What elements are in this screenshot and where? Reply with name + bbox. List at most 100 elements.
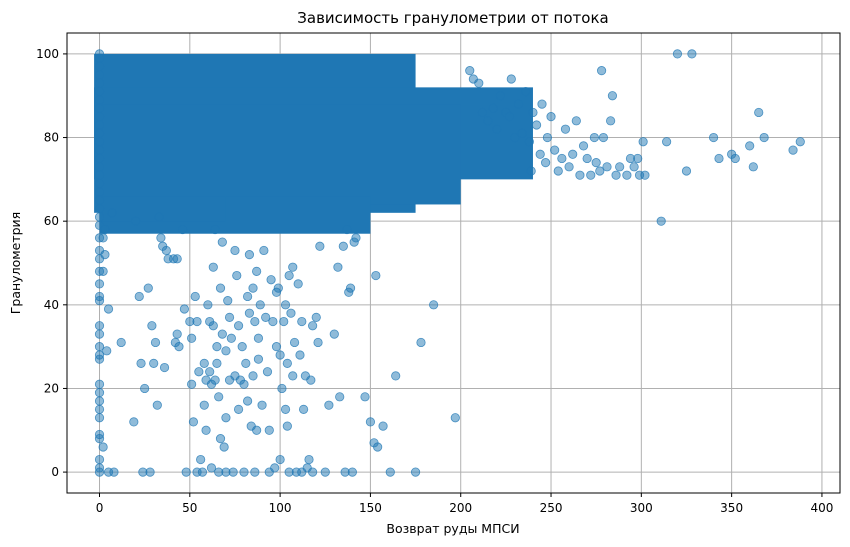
x-axis-label: Возврат руды МПСИ [386,521,519,536]
data-points [94,49,805,477]
data-point [94,103,105,113]
data-point [311,312,321,322]
data-point [217,329,227,339]
data-point [237,342,247,352]
data-point [205,367,215,377]
data-point [277,383,287,394]
data-point [94,95,105,105]
data-point [174,342,184,352]
data-point [252,266,262,276]
data-point [149,358,159,368]
data-point [232,270,242,281]
data-point [306,375,316,385]
data-point [273,283,283,293]
data-point [233,404,244,414]
data-point [550,145,560,155]
data-point [212,342,222,352]
x-tick-label: 250 [540,501,563,515]
data-point [194,367,204,377]
data-point [293,279,303,289]
data-point [147,321,157,331]
data-point [255,300,265,310]
data-point [521,86,531,97]
data-point [172,254,182,264]
data-point [154,212,164,222]
data-point [708,132,719,143]
data-point [672,49,683,59]
data-point [224,312,235,322]
data-point [102,346,112,356]
data-point [517,128,527,138]
data-point [622,170,632,180]
data-point [537,99,547,109]
data-point [131,216,141,226]
data-point [94,187,105,197]
data-point [208,262,218,272]
data-point [134,291,144,302]
chart-title: Зависимость гранулометрии от потока [297,9,608,27]
data-point [250,467,260,477]
data-point [94,112,105,122]
data-point [528,107,538,118]
data-point [535,149,545,159]
data-point [607,91,618,101]
data-point [156,233,166,243]
data-point [94,454,105,465]
data-point [385,467,395,477]
data-point [239,467,249,477]
data-point [221,413,231,423]
data-point [510,132,520,143]
data-point [94,162,105,172]
data-point [210,375,220,385]
data-point [492,124,502,134]
x-tick-label: 300 [630,501,653,515]
data-point [179,304,189,314]
data-point [687,49,697,59]
data-point [140,383,150,394]
data-point [338,241,348,251]
data-point [248,283,258,293]
data-point [342,224,352,235]
y-axis-label: Гранулометрия [8,212,23,314]
data-point [745,141,755,151]
data-point [98,442,108,452]
data-point [94,170,105,180]
data-point [266,275,276,285]
data-point [602,162,612,172]
data-point [94,128,105,138]
data-point [553,166,563,176]
data-point [488,103,498,113]
data-point [315,241,325,251]
data-point [187,333,197,343]
data-point [483,116,493,126]
data-point [371,270,381,281]
data-point [250,316,260,327]
data-point [94,86,105,97]
data-point [270,463,280,473]
data-point [190,291,200,302]
data-point [212,358,222,368]
data-point [143,283,153,293]
data-point [94,178,105,189]
data-point [541,158,551,168]
axis-ticks: 0 50 100 150 200 250 300 350 400 0 20 40 60 80 100 [36,47,833,515]
data-point [94,354,105,364]
data-point [280,300,291,310]
data-point [575,170,585,180]
data-point [271,342,282,352]
data-point [595,166,605,176]
data-point [284,270,294,281]
plot-frame [66,32,841,494]
data-point [94,145,105,155]
data-point [557,153,567,164]
data-point [308,321,318,331]
data-point [94,195,105,205]
data-point [248,371,258,381]
data-point [298,404,309,414]
data-point [223,296,233,306]
data-point [94,70,105,80]
data-point [94,467,105,477]
data-point [192,316,202,327]
data-point [196,454,206,465]
data-point [244,250,255,260]
